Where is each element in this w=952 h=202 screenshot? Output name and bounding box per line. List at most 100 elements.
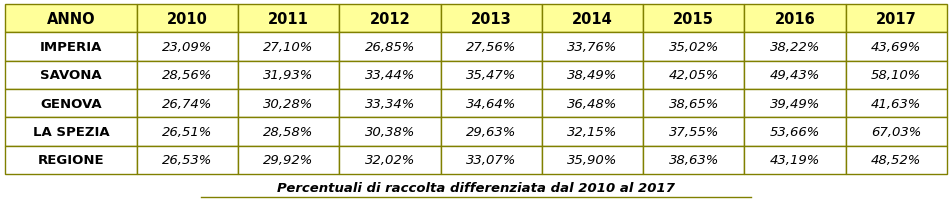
Bar <box>339 61 441 89</box>
Text: 2017: 2017 <box>876 12 917 26</box>
Text: 26,53%: 26,53% <box>162 154 212 166</box>
Text: 32,15%: 32,15% <box>567 125 618 138</box>
Text: 29,92%: 29,92% <box>264 154 314 166</box>
Text: 26,74%: 26,74% <box>162 97 212 110</box>
Text: 27,10%: 27,10% <box>264 41 314 54</box>
Bar <box>644 33 744 61</box>
Bar <box>644 146 744 174</box>
Bar <box>339 146 441 174</box>
Text: 35,47%: 35,47% <box>466 69 516 82</box>
Bar <box>644 5 744 33</box>
Bar <box>238 118 339 146</box>
Text: 42,05%: 42,05% <box>668 69 719 82</box>
Text: 34,64%: 34,64% <box>466 97 516 110</box>
Text: 26,51%: 26,51% <box>162 125 212 138</box>
Text: 2010: 2010 <box>167 12 208 26</box>
Bar <box>137 33 238 61</box>
Text: ANNO: ANNO <box>47 12 95 26</box>
Text: 38,22%: 38,22% <box>770 41 821 54</box>
Bar <box>5 118 137 146</box>
Bar <box>339 89 441 118</box>
Text: 67,03%: 67,03% <box>871 125 922 138</box>
Bar <box>137 118 238 146</box>
Text: 33,76%: 33,76% <box>567 41 618 54</box>
Text: 35,90%: 35,90% <box>567 154 618 166</box>
Bar <box>744 146 845 174</box>
Text: 41,63%: 41,63% <box>871 97 922 110</box>
Bar <box>5 5 137 33</box>
Text: 28,56%: 28,56% <box>162 69 212 82</box>
Bar <box>744 118 845 146</box>
Text: 2015: 2015 <box>673 12 714 26</box>
Bar <box>137 61 238 89</box>
Bar <box>137 89 238 118</box>
Bar <box>542 118 644 146</box>
Bar <box>744 61 845 89</box>
Bar <box>845 61 947 89</box>
Text: LA SPEZIA: LA SPEZIA <box>32 125 109 138</box>
Bar <box>845 5 947 33</box>
Bar <box>238 33 339 61</box>
Bar <box>238 146 339 174</box>
Text: IMPERIA: IMPERIA <box>40 41 102 54</box>
Bar <box>845 118 947 146</box>
Text: 53,66%: 53,66% <box>770 125 821 138</box>
Bar <box>542 61 644 89</box>
Text: 28,58%: 28,58% <box>264 125 314 138</box>
Bar <box>845 146 947 174</box>
Bar <box>5 89 137 118</box>
Text: 37,55%: 37,55% <box>668 125 719 138</box>
Bar <box>339 33 441 61</box>
Bar <box>441 61 542 89</box>
Text: 38,65%: 38,65% <box>668 97 719 110</box>
Bar <box>441 146 542 174</box>
Bar <box>744 89 845 118</box>
Bar <box>5 33 137 61</box>
Bar <box>644 89 744 118</box>
Bar <box>542 146 644 174</box>
Text: 26,85%: 26,85% <box>365 41 415 54</box>
Bar <box>441 89 542 118</box>
Bar <box>744 5 845 33</box>
Text: 33,34%: 33,34% <box>365 97 415 110</box>
Bar <box>441 5 542 33</box>
Text: 38,49%: 38,49% <box>567 69 618 82</box>
Text: 33,07%: 33,07% <box>466 154 516 166</box>
Bar <box>137 5 238 33</box>
Text: 58,10%: 58,10% <box>871 69 922 82</box>
Text: 2012: 2012 <box>369 12 410 26</box>
Text: 23,09%: 23,09% <box>162 41 212 54</box>
Bar <box>238 5 339 33</box>
Text: 2013: 2013 <box>471 12 511 26</box>
Bar <box>542 5 644 33</box>
Text: 38,63%: 38,63% <box>668 154 719 166</box>
Text: 48,52%: 48,52% <box>871 154 922 166</box>
Text: 39,49%: 39,49% <box>770 97 821 110</box>
Text: 33,44%: 33,44% <box>365 69 415 82</box>
Text: REGIONE: REGIONE <box>37 154 104 166</box>
Bar <box>441 118 542 146</box>
Text: 2011: 2011 <box>268 12 309 26</box>
Bar <box>137 146 238 174</box>
Bar <box>845 89 947 118</box>
Bar <box>744 33 845 61</box>
Text: SAVONA: SAVONA <box>40 69 102 82</box>
Bar <box>5 61 137 89</box>
Bar <box>542 89 644 118</box>
Text: 29,63%: 29,63% <box>466 125 516 138</box>
Text: 43,69%: 43,69% <box>871 41 922 54</box>
Bar <box>542 33 644 61</box>
Bar <box>845 33 947 61</box>
Text: 43,19%: 43,19% <box>770 154 821 166</box>
Text: Percentuali di raccolta differenziata dal 2010 al 2017: Percentuali di raccolta differenziata da… <box>277 182 675 195</box>
Bar <box>238 61 339 89</box>
Text: 35,02%: 35,02% <box>668 41 719 54</box>
Text: 30,28%: 30,28% <box>264 97 314 110</box>
Text: GENOVA: GENOVA <box>40 97 102 110</box>
Bar <box>441 33 542 61</box>
Bar <box>339 5 441 33</box>
Bar <box>644 61 744 89</box>
Text: 2016: 2016 <box>775 12 816 26</box>
Bar <box>5 146 137 174</box>
Bar <box>644 118 744 146</box>
